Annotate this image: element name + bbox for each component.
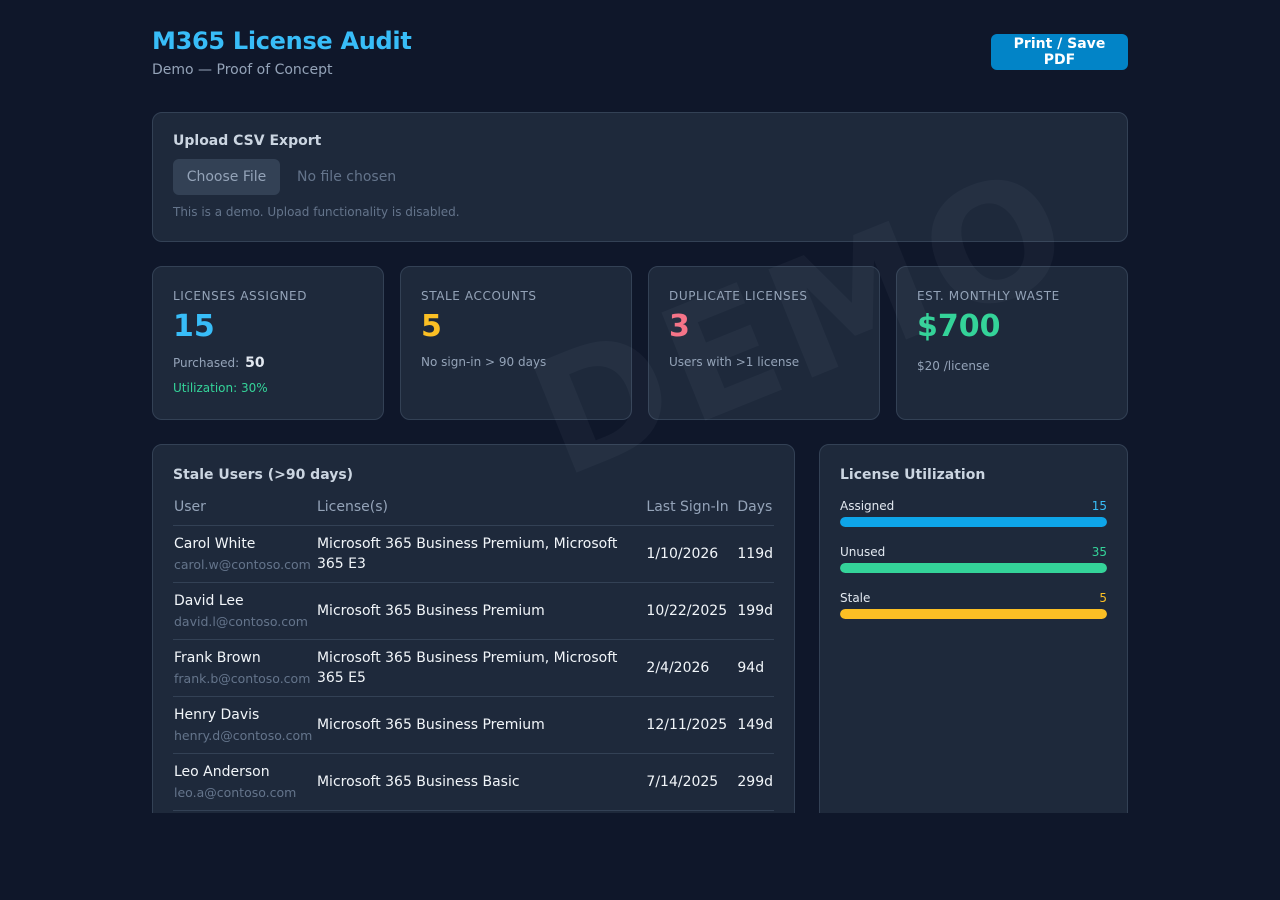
days-cell: 149d: [736, 696, 774, 754]
user-email: leo.a@contoso.com: [174, 784, 297, 800]
utilization-bar-unused: Unused 35: [840, 545, 1107, 573]
bar-fill: [840, 609, 1107, 619]
upload-note: This is a demo. Upload functionality is …: [173, 205, 460, 219]
licenses-cell: Microsoft 365 Business Basic: [315, 753, 646, 811]
user-email: frank.b@contoso.com: [174, 670, 311, 686]
user-cell: Frank Brown frank.b@contoso.com: [173, 639, 316, 697]
table-header-row: User License(s) Last Sign-In Days: [173, 499, 774, 526]
column-header: Days: [736, 499, 774, 526]
bar-value: 5: [1099, 591, 1107, 605]
days-cell: 299d: [736, 753, 774, 811]
licenses-cell: Microsoft 365 Business Premium: [315, 696, 646, 754]
section-title: License Utilization: [840, 467, 986, 483]
last-signin-cell: 10/22/2025: [645, 582, 737, 640]
upload-panel: Upload CSV Export Choose File No file ch…: [152, 112, 1128, 242]
card-label: Duplicate Licenses: [669, 289, 808, 303]
purchased-value: 50: [245, 355, 265, 371]
file-status: No file chosen: [297, 169, 397, 185]
bar-header: Unused 35: [840, 545, 1107, 559]
card-label: Stale Accounts: [421, 289, 537, 303]
section-title: Stale Users (>90 days): [173, 467, 354, 483]
card-sub: Users with >1 license: [669, 355, 800, 369]
user-email: david.l@contoso.com: [174, 613, 308, 629]
page-title: M365 License Audit: [152, 27, 412, 55]
page-subtitle: Demo — Proof of Concept: [152, 62, 333, 78]
licenses-cell: Microsoft 365 Business Premium, Microsof…: [315, 525, 646, 583]
card-value: 5: [421, 309, 442, 344]
choose-file-button[interactable]: Choose File: [173, 159, 280, 195]
licenses-cell: Microsoft 365 Business Premium, Microsof…: [315, 639, 646, 697]
purchased-label: Purchased:: [173, 356, 240, 370]
licenses-cell: Microsoft 365 Business Premium: [315, 582, 646, 640]
user-cell: Leo Anderson leo.a@contoso.com: [173, 753, 316, 811]
card-licenses-assigned: Licenses Assigned 15 Purchased: 50 Utiliz…: [152, 266, 384, 420]
bar-header: Stale 5: [840, 591, 1107, 605]
bar-track: [840, 609, 1107, 619]
card-value: $700: [917, 309, 1001, 344]
user-name: Carol White: [174, 535, 256, 552]
card-value: 15: [173, 309, 215, 344]
last-signin-cell: 2/4/2026: [645, 639, 737, 697]
days-cell: 119d: [736, 525, 774, 583]
bar-header: Assigned 15: [840, 499, 1107, 513]
user-name: Frank Brown: [174, 649, 261, 666]
card-value: 3: [669, 309, 690, 344]
last-signin-cell: 1/10/2026: [645, 525, 737, 583]
bar-value: 35: [1091, 545, 1107, 559]
bar-fill: [840, 563, 1107, 573]
user-name: Leo Anderson: [174, 763, 270, 780]
table-row: Carol White carol.w@contoso.com Microsoft …: [173, 525, 774, 583]
user-cell: Henry Davis henry.d@contoso.com: [173, 696, 316, 754]
utilization-text: Utilization: 30%: [173, 381, 268, 395]
column-header: Last Sign-In: [645, 499, 737, 526]
card-stale-accounts: Stale Accounts 5 No sign-in > 90 days: [400, 266, 632, 420]
page-header: M365 License Audit Demo — Proof of Conce…: [152, 26, 1128, 86]
table-row: David Lee david.l@contoso.com Microsoft 36…: [173, 582, 774, 640]
license-utilization-panel: License Utilization Assigned 15 Unused 35 St…: [819, 444, 1128, 813]
card-label: Licenses Assigned: [173, 289, 308, 303]
last-signin-cell: 12/11/2025: [645, 696, 737, 754]
print-save-pdf-button[interactable]: Print / Save PDF: [991, 34, 1128, 70]
bar-track: [840, 517, 1107, 527]
card-label: Est. Monthly Waste: [917, 289, 1060, 303]
bar-label: Assigned: [840, 499, 895, 513]
card-sub: $20 /license: [917, 359, 990, 373]
purchased-line: Purchased: 50: [173, 355, 363, 371]
user-cell: Carol White carol.w@contoso.com: [173, 525, 316, 583]
utilization-bar-stale: Stale 5: [840, 591, 1107, 619]
stale-users-table: User License(s) Last Sign-In Days Carol …: [173, 499, 774, 811]
column-header: User: [173, 499, 316, 526]
user-cell: David Lee david.l@contoso.com: [173, 582, 316, 640]
utilization-bar-assigned: Assigned 15: [840, 499, 1107, 527]
file-input[interactable]: Choose File No file chosen: [173, 159, 1107, 195]
bar-fill: [840, 517, 1107, 527]
upload-title: Upload CSV Export: [173, 133, 322, 149]
table-row: Leo Anderson leo.a@contoso.com Microsoft 3…: [173, 753, 774, 811]
bar-value: 15: [1091, 499, 1107, 513]
card-duplicate-licenses: Duplicate Licenses 3 Users with >1 licen…: [648, 266, 880, 420]
column-header: License(s): [315, 499, 646, 526]
bar-label: Unused: [840, 545, 886, 559]
last-signin-cell: 7/14/2025: [645, 753, 737, 811]
user-email: carol.w@contoso.com: [174, 556, 311, 572]
table-row: Henry Davis henry.d@contoso.com Microsoft …: [173, 696, 774, 754]
days-cell: 199d: [736, 582, 774, 640]
user-name: Henry Davis: [174, 706, 260, 723]
user-email: henry.d@contoso.com: [174, 727, 313, 743]
page: DEMO M365 License Audit Demo — Proof of …: [152, 0, 1128, 813]
stale-users-panel: Stale Users (>90 days) User License(s) L…: [152, 444, 795, 813]
card-monthly-waste: Est. Monthly Waste $700 $20 /license: [896, 266, 1128, 420]
user-name: David Lee: [174, 592, 244, 609]
days-cell: 94d: [736, 639, 774, 697]
card-sub: No sign-in > 90 days: [421, 355, 547, 369]
table-row: Frank Brown frank.b@contoso.com Microsoft …: [173, 639, 774, 697]
bar-track: [840, 563, 1107, 573]
bar-label: Stale: [840, 591, 871, 605]
